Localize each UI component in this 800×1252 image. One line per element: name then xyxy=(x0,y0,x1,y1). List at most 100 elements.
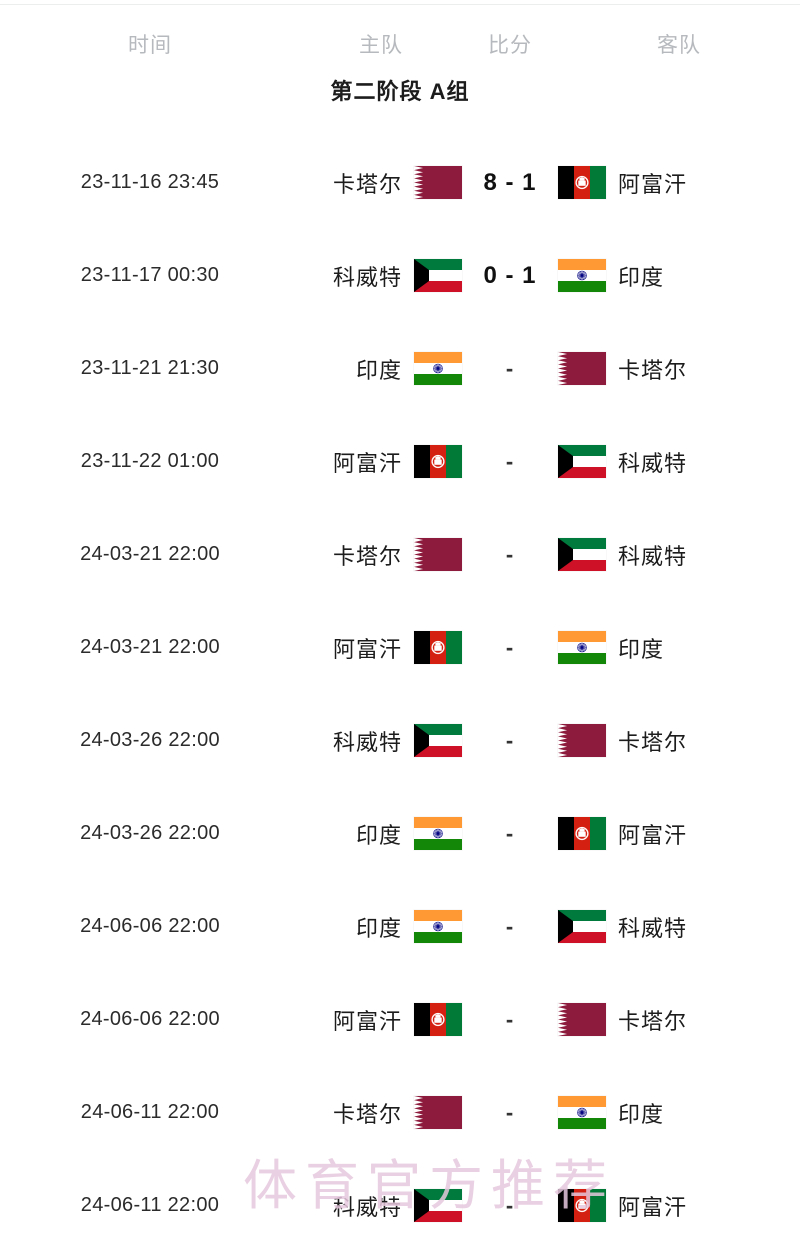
home-team-name: 阿富汗 xyxy=(332,1008,402,1034)
home-team-name: 卡塔尔 xyxy=(332,1101,402,1127)
match-time: 23-11-16 23:45 xyxy=(80,171,220,193)
away-team-name: 印度 xyxy=(618,1101,665,1127)
column-header-time: 时间 xyxy=(128,34,172,57)
match-score: - xyxy=(505,727,515,753)
match-row[interactable]: 24-06-11 22:00 科威特 - 阿富汗 xyxy=(0,1159,800,1252)
home-team-cell[interactable]: 阿富汗 xyxy=(300,445,462,478)
match-score: - xyxy=(505,541,515,567)
away-team-cell[interactable]: 科威特 xyxy=(558,910,800,943)
away-team-cell[interactable]: 阿富汗 xyxy=(558,817,800,850)
away-team-cell[interactable]: 卡塔尔 xyxy=(558,1003,800,1036)
afghanistan-flag-icon xyxy=(558,817,606,850)
column-header-score: 比分 xyxy=(488,34,532,57)
match-row[interactable]: 24-06-06 22:00 印度 - xyxy=(0,880,800,973)
home-team-cell[interactable]: 阿富汗 xyxy=(300,631,462,664)
kuwait-flag-icon xyxy=(558,445,606,478)
kuwait-flag-icon xyxy=(558,910,606,943)
top-divider xyxy=(0,4,800,5)
match-score: - xyxy=(505,1192,515,1218)
india-flag-icon xyxy=(558,631,606,664)
match-row[interactable]: 24-03-21 22:00 卡塔尔 - 科威特 xyxy=(0,508,800,601)
match-time: 24-06-06 22:00 xyxy=(80,915,220,937)
match-time: 24-03-21 22:00 xyxy=(80,543,220,565)
match-time: 23-11-17 00:30 xyxy=(80,264,220,286)
match-score: - xyxy=(505,1006,515,1032)
away-team-name: 阿富汗 xyxy=(618,171,688,197)
india-flag-icon xyxy=(558,1096,606,1129)
home-team-name: 印度 xyxy=(355,915,402,941)
match-row[interactable]: 24-06-06 22:00 阿富汗 - 卡塔尔 xyxy=(0,973,800,1066)
match-time: 24-03-26 22:00 xyxy=(80,729,220,751)
india-flag-icon xyxy=(414,817,462,850)
home-team-cell[interactable]: 科威特 xyxy=(300,259,462,292)
qatar-flag-icon xyxy=(414,538,462,571)
home-team-name: 卡塔尔 xyxy=(332,543,402,569)
india-flag-icon xyxy=(558,259,606,292)
match-score: - xyxy=(505,913,515,939)
match-row[interactable]: 24-03-26 22:00 印度 - xyxy=(0,787,800,880)
table-header-row: 时间 主队 比分 客队 xyxy=(0,22,800,66)
match-score: - xyxy=(505,355,515,381)
away-team-name: 印度 xyxy=(618,636,665,662)
home-team-name: 科威特 xyxy=(332,264,402,290)
match-row[interactable]: 24-03-26 22:00 科威特 - 卡塔尔 xyxy=(0,694,800,787)
kuwait-flag-icon xyxy=(414,724,462,757)
home-team-name: 阿富汗 xyxy=(332,450,402,476)
away-team-cell[interactable]: 阿富汗 xyxy=(558,1189,800,1222)
afghanistan-flag-icon xyxy=(558,166,606,199)
match-score: - xyxy=(505,820,515,846)
match-time: 24-03-26 22:00 xyxy=(80,822,220,844)
away-team-cell[interactable]: 印度 xyxy=(558,631,800,664)
match-row[interactable]: 23-11-21 21:30 印度 - xyxy=(0,322,800,415)
match-time: 23-11-21 21:30 xyxy=(80,357,220,379)
match-row[interactable]: 24-06-11 22:00 卡塔尔 - xyxy=(0,1066,800,1159)
match-time: 23-11-22 01:00 xyxy=(80,450,220,472)
away-team-cell[interactable]: 科威特 xyxy=(558,445,800,478)
kuwait-flag-icon xyxy=(558,538,606,571)
away-team-cell[interactable]: 卡塔尔 xyxy=(558,724,800,757)
home-team-cell[interactable]: 阿富汗 xyxy=(300,1003,462,1036)
away-team-name: 阿富汗 xyxy=(618,1194,688,1220)
home-team-cell[interactable]: 卡塔尔 xyxy=(300,538,462,571)
home-team-name: 科威特 xyxy=(332,729,402,755)
home-team-cell[interactable]: 科威特 xyxy=(300,724,462,757)
home-team-cell[interactable]: 卡塔尔 xyxy=(300,1096,462,1129)
home-team-cell[interactable]: 印度 xyxy=(300,910,462,943)
afghanistan-flag-icon xyxy=(414,1003,462,1036)
afghanistan-flag-icon xyxy=(558,1189,606,1222)
match-time: 24-06-06 22:00 xyxy=(80,1008,220,1030)
home-team-cell[interactable]: 卡塔尔 xyxy=(300,166,462,199)
away-team-name: 科威特 xyxy=(618,450,688,476)
india-flag-icon xyxy=(414,352,462,385)
home-team-cell[interactable]: 印度 xyxy=(300,352,462,385)
away-team-cell[interactable]: 阿富汗 xyxy=(558,166,800,199)
away-team-name: 卡塔尔 xyxy=(618,357,688,383)
qatar-flag-icon xyxy=(414,1096,462,1129)
india-flag-icon xyxy=(414,910,462,943)
column-header-away: 客队 xyxy=(657,34,701,57)
match-score: 0 - 1 xyxy=(483,261,537,289)
away-team-cell[interactable]: 科威特 xyxy=(558,538,800,571)
away-team-cell[interactable]: 卡塔尔 xyxy=(558,352,800,385)
away-team-name: 卡塔尔 xyxy=(618,729,688,755)
home-team-cell[interactable]: 科威特 xyxy=(300,1189,462,1222)
away-team-cell[interactable]: 印度 xyxy=(558,1096,800,1129)
away-team-name: 科威特 xyxy=(618,915,688,941)
home-team-name: 印度 xyxy=(355,357,402,383)
match-row[interactable]: 23-11-17 00:30 科威特 0 - 1 xyxy=(0,229,800,322)
match-score: 8 - 1 xyxy=(483,168,537,196)
match-time: 24-06-11 22:00 xyxy=(80,1101,220,1123)
home-team-name: 阿富汗 xyxy=(332,636,402,662)
away-team-name: 印度 xyxy=(618,264,665,290)
match-score: - xyxy=(505,634,515,660)
home-team-cell[interactable]: 印度 xyxy=(300,817,462,850)
qatar-flag-icon xyxy=(558,1003,606,1036)
home-team-name: 印度 xyxy=(355,822,402,848)
away-team-cell[interactable]: 印度 xyxy=(558,259,800,292)
match-row[interactable]: 24-03-21 22:00 阿富汗 - xyxy=(0,601,800,694)
match-row[interactable]: 23-11-22 01:00 阿富汗 - 科威特 xyxy=(0,415,800,508)
match-score: - xyxy=(505,448,515,474)
qatar-flag-icon xyxy=(558,352,606,385)
match-row[interactable]: 23-11-16 23:45 卡塔尔 8 - 1 阿富汗 xyxy=(0,136,800,229)
